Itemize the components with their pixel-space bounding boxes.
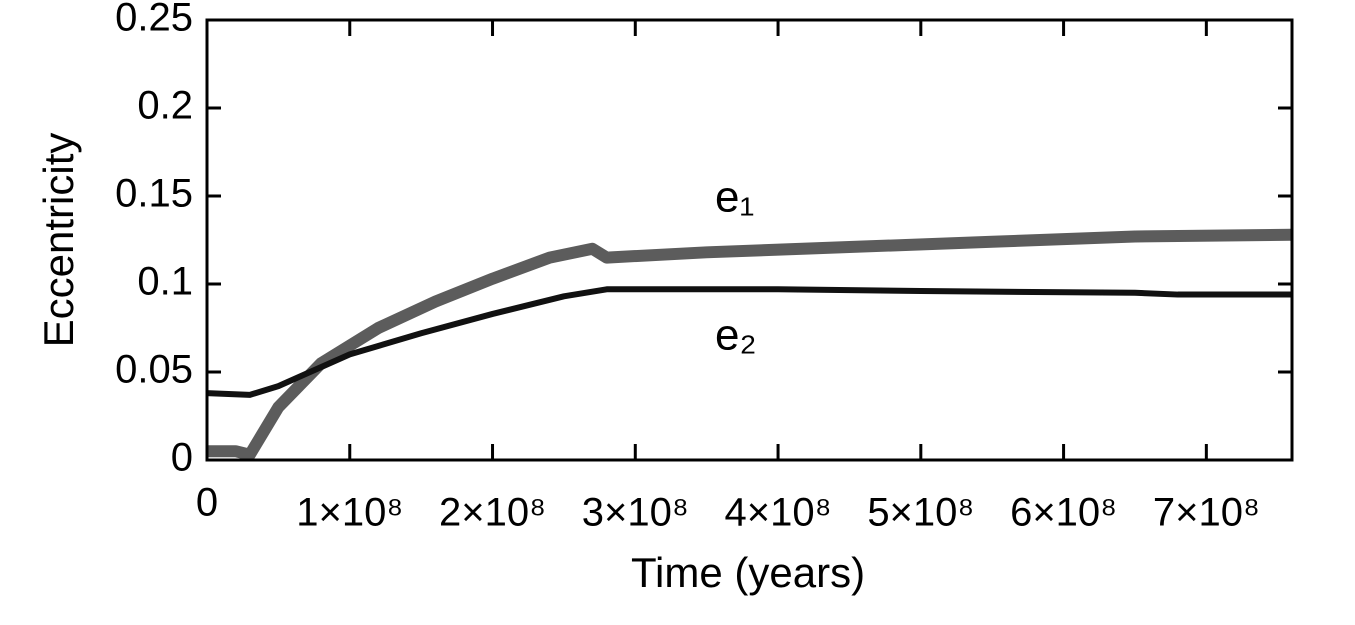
x-tick-label: 4×10⁸ [725, 491, 832, 535]
x-tick-label: 3×10⁸ [582, 491, 689, 535]
x-axis-label: Time (years) [631, 549, 865, 596]
x-tick-label: 0 [196, 481, 218, 525]
x-tick-label: 5×10⁸ [867, 491, 974, 535]
y-axis-label: Eccentricity [35, 133, 82, 348]
y-tick-label: 0.2 [137, 84, 193, 128]
y-tick-label: 0.15 [115, 172, 193, 216]
y-tick-label: 0 [171, 436, 193, 480]
x-tick-label: 1×10⁸ [296, 491, 403, 535]
y-tick-label: 0.25 [115, 0, 193, 40]
y-tick-label: 0.1 [137, 260, 193, 304]
series-line [206, 286, 1292, 398]
x-tick-label: 2×10⁸ [439, 491, 546, 535]
annotation: e₂ [715, 311, 757, 360]
annotation: e₁ [715, 173, 754, 222]
x-tick-label: 7×10⁸ [1153, 491, 1260, 535]
series-line [207, 228, 1293, 461]
plot-frame [205, 18, 1294, 462]
x-tick-label: 6×10⁸ [1010, 491, 1117, 535]
y-tick-label: 0.05 [115, 348, 193, 392]
